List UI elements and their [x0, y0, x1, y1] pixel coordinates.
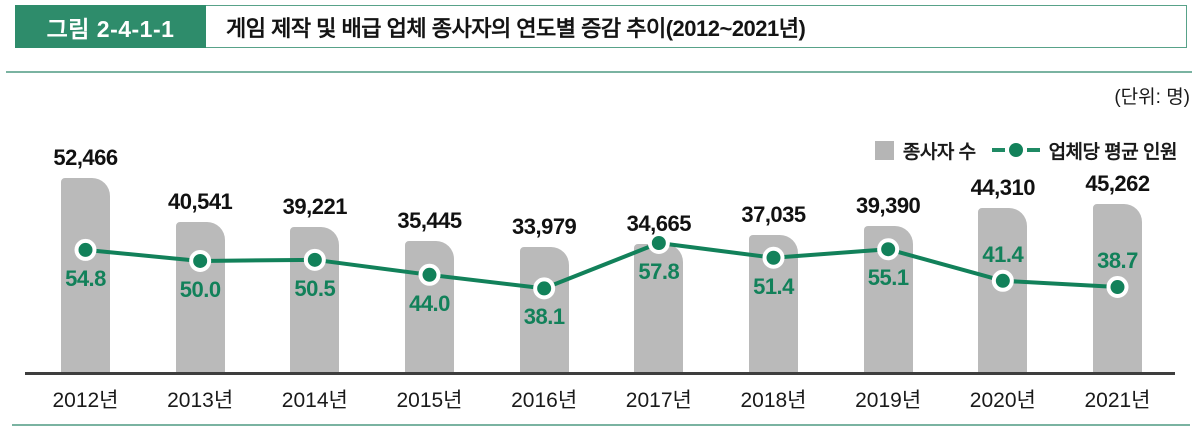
bar-2016년: [519, 246, 569, 374]
figure-title: 게임 제작 및 배급 업체 종사자의 연도별 증감 추이(2012~2021년): [226, 15, 806, 41]
x-axis-label: 2018년: [740, 389, 807, 412]
avg-value-label: 54.8: [65, 265, 106, 291]
avg-value-label: 50.5: [294, 275, 336, 301]
figure-header: 그림 2-4-1-1 게임 제작 및 배급 업체 종사자의 연도별 증감 추이(…: [15, 5, 1187, 48]
x-axis-label: 2016년: [511, 389, 578, 412]
avg-value-label: 41.4: [982, 241, 1024, 267]
bar-2015년: [405, 241, 454, 374]
trend-line: [85, 241, 1118, 291]
bar-value-label: 34,665: [626, 211, 692, 237]
x-axis-label: 2015년: [396, 389, 463, 412]
bar-2017년: [634, 244, 684, 374]
bar-value-label: 52,466: [53, 144, 118, 170]
bar-value-label: 35,445: [397, 208, 462, 234]
bar-2012년: [61, 177, 110, 374]
bottom-rule: [12, 424, 1190, 426]
bar-swatch-icon: [874, 140, 894, 160]
x-axis-label: 2021년: [1084, 389, 1151, 412]
bar-value-label: 39,390: [856, 193, 921, 219]
trend-point-2016년: [533, 277, 556, 300]
trend-point-2014년: [303, 248, 326, 271]
trend-point-2012년: [74, 238, 97, 261]
avg-value-label: 38.7: [1097, 248, 1138, 274]
avg-value-label: 44.0: [409, 290, 450, 316]
bar-value-label: 39,221: [282, 194, 348, 220]
x-axis-label: 2012년: [52, 389, 119, 412]
trend-point-2015년: [418, 263, 441, 286]
trend-point-2021년: [1106, 276, 1129, 299]
avg-value-label: 51.4: [753, 273, 794, 299]
trend-point-2018년: [762, 246, 785, 269]
line-marker-icon: [991, 143, 1040, 157]
trend-point-2017년: [647, 232, 670, 254]
trend-point-2019년: [877, 238, 900, 261]
x-axis-label: 2013년: [167, 389, 234, 412]
bar-2013년: [175, 222, 225, 374]
x-axis-line: [25, 372, 1175, 375]
bar-value-label: 40,541: [168, 189, 233, 215]
header-divider: [6, 71, 1192, 73]
avg-value-label: 57.8: [638, 259, 680, 284]
trend-point-2013년: [189, 249, 212, 272]
bar-value-label: 37,035: [741, 202, 806, 228]
figure-number-badge: 그림 2-4-1-1: [15, 5, 206, 48]
x-axis-label: 2014년: [281, 389, 348, 412]
legend-item-average: 업체당 평균 인원: [991, 137, 1178, 164]
bar-value-label: 33,979: [512, 213, 577, 239]
bar-value-label: 44,310: [970, 175, 1036, 201]
avg-value-label: 50.0: [179, 276, 221, 302]
legend-item-employees: 종사자 수: [874, 137, 976, 164]
unit-note: (단위: 명): [1114, 87, 1190, 108]
bar-value-label: 45,262: [1085, 171, 1150, 197]
chart-legend: 종사자 수 업체당 평균 인원: [874, 137, 1178, 164]
avg-value-label: 38.1: [523, 304, 565, 330]
legend-label-average: 업체당 평균 인원: [1048, 141, 1178, 163]
legend-label-employees: 종사자 수: [902, 141, 976, 163]
x-axis-label: 2017년: [625, 389, 692, 412]
trend-point-2020년: [991, 269, 1014, 292]
x-axis-label: 2020년: [969, 389, 1036, 412]
avg-value-label: 55.1: [867, 265, 909, 291]
x-axis-label: 2019년: [855, 389, 922, 412]
